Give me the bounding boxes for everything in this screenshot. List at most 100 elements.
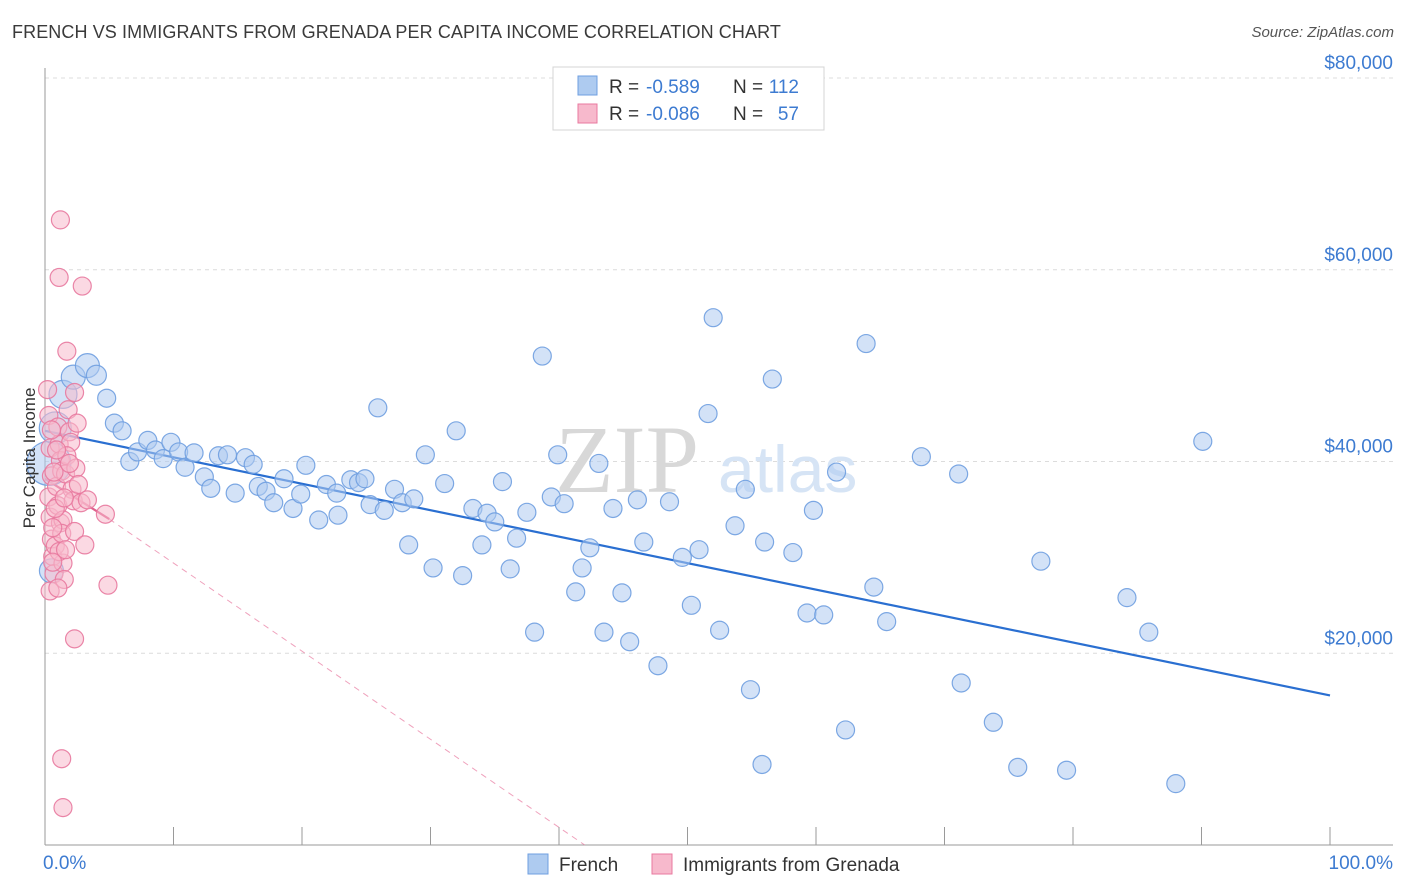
chart-title: FRENCH VS IMMIGRANTS FROM GRENADA PER CA… xyxy=(12,22,781,42)
series-0 xyxy=(26,308,1213,794)
x-tick-label-max: 100.0% xyxy=(1329,853,1394,874)
point-0-108 xyxy=(1193,431,1213,451)
point-1-0 xyxy=(37,379,58,400)
point-1-44 xyxy=(64,629,85,649)
point-0-51 xyxy=(453,565,473,586)
point-1-49 xyxy=(41,420,62,440)
point-0-45 xyxy=(399,535,419,555)
point-1-39 xyxy=(64,382,85,403)
point-0-65 xyxy=(566,582,586,602)
point-0-22 xyxy=(217,445,238,465)
legend-box: R = -0.589 N = 112 R = -0.086 N = 57 xyxy=(552,66,825,131)
point-0-72 xyxy=(620,632,640,652)
point-1-38 xyxy=(57,341,77,361)
point-0-95 xyxy=(856,333,876,354)
point-0-6 xyxy=(85,364,108,386)
point-0-75 xyxy=(648,656,668,676)
point-0-101 xyxy=(983,712,1003,732)
point-0-9 xyxy=(112,421,132,441)
point-0-66 xyxy=(572,558,592,578)
point-0-32 xyxy=(296,455,316,475)
y-tick-label-2: $60,000 xyxy=(1324,245,1393,266)
legend-n-label-grenada: N = xyxy=(733,104,763,125)
data-points xyxy=(26,210,1213,818)
point-0-90 xyxy=(797,603,817,623)
legend-swatch-grenada xyxy=(577,103,598,124)
point-0-92 xyxy=(814,605,834,625)
point-0-84 xyxy=(735,479,755,499)
point-1-53 xyxy=(59,453,80,474)
point-0-39 xyxy=(355,469,375,489)
point-0-82 xyxy=(710,620,730,640)
legend-r-label-grenada: R = xyxy=(609,104,639,125)
point-0-94 xyxy=(835,720,856,740)
legend-frame xyxy=(552,66,825,131)
point-0-89 xyxy=(783,542,803,563)
point-1-36 xyxy=(49,267,69,288)
point-0-81 xyxy=(703,308,723,328)
point-0-74 xyxy=(634,532,654,552)
point-0-56 xyxy=(492,472,513,492)
point-1-42 xyxy=(95,504,115,524)
gridlines xyxy=(45,77,1393,654)
point-0-105 xyxy=(1117,588,1137,608)
point-1-35 xyxy=(50,210,71,230)
point-0-87 xyxy=(754,532,775,552)
point-0-36 xyxy=(328,505,348,525)
point-0-73 xyxy=(627,490,647,510)
point-0-17 xyxy=(175,457,195,477)
point-0-42 xyxy=(374,500,394,520)
point-0-67 xyxy=(580,538,600,558)
y-axis-label: Per Capita Income xyxy=(20,388,39,529)
bottom-legend-label-french: French xyxy=(559,855,618,876)
point-0-64 xyxy=(554,494,574,514)
point-0-78 xyxy=(681,595,701,615)
point-0-48 xyxy=(423,558,443,578)
point-0-86 xyxy=(752,754,772,775)
legend-r-label-french: R = xyxy=(609,77,639,98)
bottom-legend: French Immigrants from Grenada xyxy=(527,853,900,876)
y-tick-label-1: $40,000 xyxy=(1324,437,1393,458)
point-0-41 xyxy=(368,398,388,418)
point-0-20 xyxy=(201,478,221,498)
point-0-91 xyxy=(803,500,824,520)
point-1-45 xyxy=(52,749,72,769)
legend-swatch-french xyxy=(577,75,598,96)
point-0-57 xyxy=(500,559,520,579)
point-0-80 xyxy=(698,403,718,424)
point-0-107 xyxy=(1166,774,1186,794)
point-0-71 xyxy=(612,583,632,603)
point-0-33 xyxy=(309,510,329,530)
point-0-99 xyxy=(949,464,969,484)
point-0-18 xyxy=(184,443,204,463)
point-1-48 xyxy=(46,440,67,460)
point-0-23 xyxy=(225,483,245,503)
point-0-59 xyxy=(517,502,537,522)
point-0-96 xyxy=(864,577,884,597)
point-0-103 xyxy=(1031,551,1051,571)
point-1-55 xyxy=(48,578,68,598)
point-0-25 xyxy=(243,454,263,474)
legend-n-value-french: 112 xyxy=(769,77,799,98)
point-1-56 xyxy=(55,540,76,560)
point-1-52 xyxy=(67,413,87,433)
point-0-31 xyxy=(291,484,311,504)
point-0-29 xyxy=(274,469,294,489)
point-0-104 xyxy=(1056,760,1077,780)
trend-extension-1 xyxy=(108,518,585,846)
legend-r-value-french: -0.589 xyxy=(646,77,700,98)
point-0-55 xyxy=(485,512,505,532)
point-0-98 xyxy=(911,447,931,467)
point-1-47 xyxy=(44,462,64,482)
bottom-legend-swatch-french xyxy=(527,853,549,875)
y-tick-label-3: $80,000 xyxy=(1324,53,1393,74)
point-0-58 xyxy=(506,528,527,548)
point-0-100 xyxy=(951,673,971,693)
point-0-76 xyxy=(659,492,680,512)
point-1-51 xyxy=(54,488,74,508)
point-0-93 xyxy=(826,462,847,482)
y-tick-labels: $20,000 $40,000 $60,000 $80,000 xyxy=(1324,53,1393,649)
point-0-69 xyxy=(594,622,614,642)
point-1-46 xyxy=(53,798,73,818)
